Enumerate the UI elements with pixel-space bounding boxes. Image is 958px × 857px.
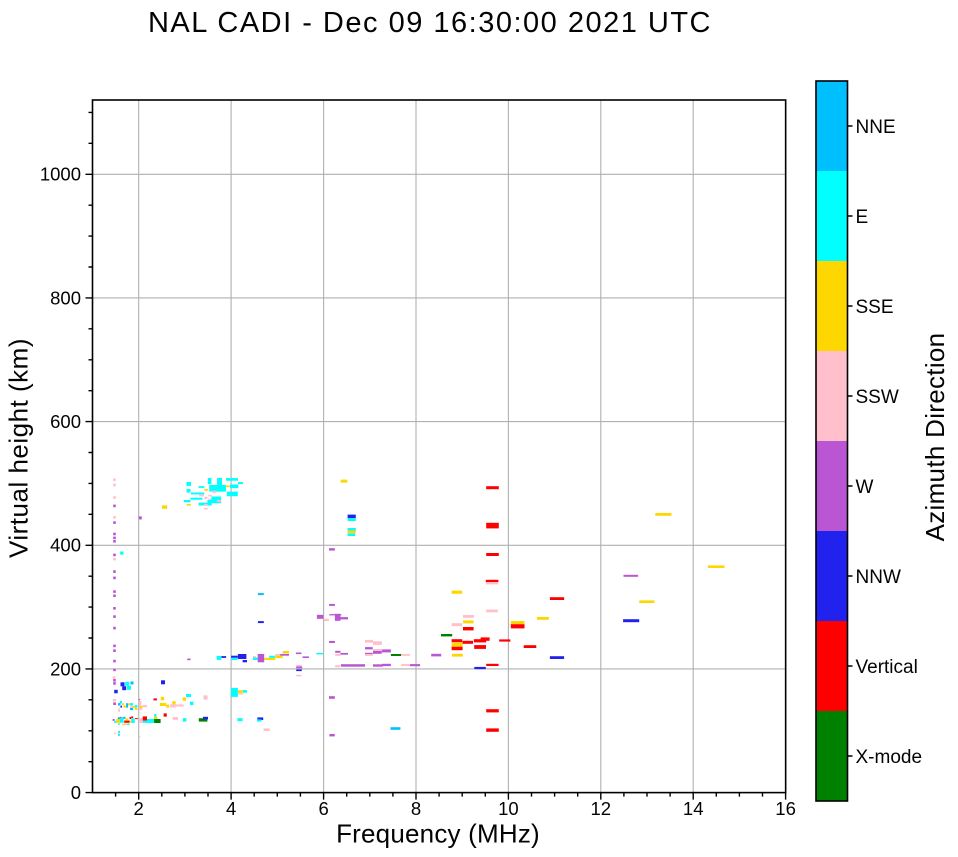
svg-text:X-mode: X-mode <box>856 747 923 768</box>
svg-text:NAL CADI - Dec 09 16:30:00 202: NAL CADI - Dec 09 16:30:00 2021 UTC <box>148 7 712 39</box>
svg-text:16: 16 <box>775 798 796 819</box>
svg-text:W: W <box>856 477 874 498</box>
svg-text:NNE: NNE <box>856 117 896 138</box>
svg-text:Vertical: Vertical <box>856 657 918 678</box>
svg-text:12: 12 <box>591 798 612 819</box>
svg-text:Azimuth Direction: Azimuth Direction <box>920 333 950 542</box>
svg-text:800: 800 <box>50 287 81 308</box>
svg-text:Virtual height (km): Virtual height (km) <box>4 338 34 558</box>
svg-text:SSE: SSE <box>856 297 894 318</box>
svg-text:600: 600 <box>50 411 81 432</box>
svg-text:0: 0 <box>71 782 81 803</box>
svg-text:400: 400 <box>50 535 81 556</box>
svg-text:14: 14 <box>683 798 704 819</box>
svg-text:6: 6 <box>318 798 328 819</box>
svg-text:2: 2 <box>134 798 144 819</box>
svg-text:1000: 1000 <box>40 164 81 185</box>
svg-text:200: 200 <box>50 658 81 679</box>
svg-text:E: E <box>856 207 869 228</box>
svg-text:8: 8 <box>411 798 421 819</box>
svg-text:10: 10 <box>498 798 519 819</box>
svg-text:4: 4 <box>226 798 236 819</box>
svg-text:Frequency (MHz): Frequency (MHz) <box>336 819 540 849</box>
svg-text:SSW: SSW <box>856 387 899 408</box>
svg-text:NNW: NNW <box>856 567 901 588</box>
